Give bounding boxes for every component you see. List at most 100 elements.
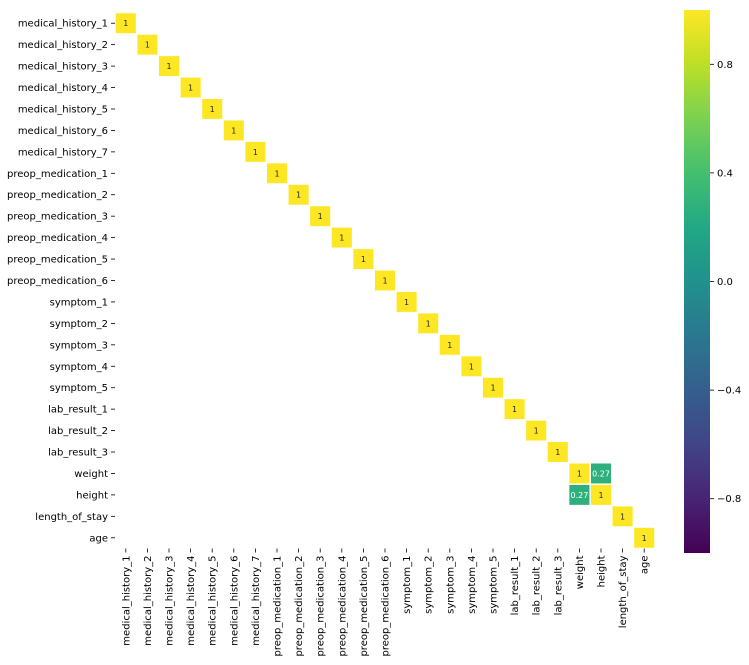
cell-value-label: 1 [598,491,603,500]
heatmap-cell [482,377,504,398]
y-tick-label: medical_history_6 [18,126,108,137]
y-tick-label: lab_result_3 [48,448,108,459]
y-tick-label: lab_result_1 [48,405,108,416]
cell-value-label: 1 [426,319,431,328]
heatmap-cell [569,463,590,484]
heatmap-cell [353,249,374,270]
colorbar-tick-label: 0.8 [717,60,733,71]
cell-value-label: 1 [166,62,171,71]
cell-value-label: 1 [274,169,279,178]
cell-value-label: 1 [534,427,539,436]
colorbar-tick-label: 0.0 [717,277,733,288]
heatmap-cell [245,141,266,162]
y-tick-label: symptom_2 [50,319,108,330]
cell-value-label: 0.27 [570,491,588,500]
x-tick-label: preop_medication_4 [337,556,348,657]
x-tick-label: height [597,555,608,587]
cell-value-label: 1 [318,212,323,221]
cell-value-label: 1 [382,277,387,286]
y-tick-label: medical_history_7 [18,147,108,158]
heatmap-cell [288,184,309,205]
heatmap-cell [634,527,655,548]
cell-value-label: 1 [123,19,128,28]
heatmap-cell [331,227,352,248]
x-tick-label: length_of_stay [618,555,629,628]
y-tick-label: length_of_stay [35,512,108,523]
colorbar-tick-label: −0.8 [717,494,741,505]
y-tick-label: lab_result_2 [48,426,108,437]
heatmap-cell [396,291,417,312]
cell-value-label: 1 [642,534,647,543]
y-tick-label: medical_history_5 [18,104,108,115]
heatmap-cell [180,77,201,98]
x-tick-label: lab_result_3 [553,556,564,616]
heatmap-cell [547,442,568,462]
x-tick-label: medical_history_6 [229,556,240,646]
y-tick-label: symptom_5 [50,383,108,394]
y-tick-labels: medical_history_1 medical_history_2medica… [7,19,115,544]
heatmap-cell [590,484,612,505]
heatmap-cell [374,270,396,291]
heatmap-cell [590,463,612,484]
colorbar-tick-label: 0.4 [717,168,733,179]
heatmap-cell [418,313,439,334]
cell-value-label: 1 [339,234,344,243]
y-tick-label: medical_history_4 [18,83,108,94]
x-tick-label: preop_medication_5 [359,556,370,657]
x-tick-label: preop_medication_6 [381,556,392,657]
x-tick-label: medical_history_5 [208,556,219,646]
y-tick-label: age [89,533,108,544]
y-tick-label: symptom_1 [50,297,108,308]
y-tick-label: height [76,490,108,501]
heatmap-cell [612,506,633,527]
x-tick-label: preop_medication_2 [294,556,305,657]
x-tick-label: symptom_4 [467,556,478,614]
cell-value-label: 1 [620,512,625,521]
cell-value-label: 1 [188,84,193,93]
x-tick-label: preop_medication_3 [316,556,327,657]
x-tick-label: symptom_2 [424,556,435,614]
heatmap-cell [504,399,525,420]
cell-value-label: 1 [404,298,409,307]
heatmap-cell [569,484,590,505]
x-tick-label: age [640,556,651,575]
heatmap-cell [223,120,244,141]
heatmap-cell [461,356,482,377]
y-tick-label: preop_medication_1 [7,169,108,180]
cell-value-label: 1 [555,448,560,457]
heatmap-cell [266,163,288,184]
heatmap-cell [439,334,460,355]
y-tick-label: preop_medication_3 [7,212,108,223]
heatmap-cell [310,206,331,227]
y-tick-label: preop_medication_2 [7,190,108,201]
cell-value-label: 1 [253,148,258,157]
cell-value-label: 1 [210,105,215,114]
heatmap-cell [137,34,158,55]
x-tick-label: lab_result_2 [532,556,543,616]
y-tick-label: medical_history_3 [18,62,108,73]
cell-value-label: 1 [512,405,517,414]
heatmap-cell [202,99,223,119]
heatmap-cell [158,56,180,77]
x-tick-label: lab_result_1 [510,556,521,616]
y-tick-label: preop_medication_4 [7,233,108,244]
heatmap-cell [115,13,136,34]
x-tick-label: weight [575,555,586,589]
x-tick-label: medical_history_7 [251,556,262,646]
x-tick-label: symptom_3 [445,556,456,614]
y-tick-label: symptom_4 [50,362,108,373]
cell-value-label: 1 [145,41,150,50]
heatmap-cell [526,420,547,441]
cell-value-label: 1 [447,341,452,350]
cell-value-label: 1 [577,469,582,478]
x-tick-label: medical_history_4 [186,556,197,646]
x-tick-labels: medical_history_1 medical_history_2 medica… [121,548,651,657]
colorbar-tick-label: −0.4 [717,386,741,397]
cell-value-label: 1 [296,191,301,200]
y-tick-label: weight [74,469,108,480]
heatmap-cells: 1 1 1 1 1 1 1 1 1 1 1 1 1 1 1 1 1 1 1 1 1 1 0.27 0.27 1 1 1 [115,13,655,548]
x-tick-label: symptom_5 [489,556,500,614]
x-tick-label: medical_history_2 [143,556,154,646]
x-tick-label: symptom_1 [402,556,413,614]
